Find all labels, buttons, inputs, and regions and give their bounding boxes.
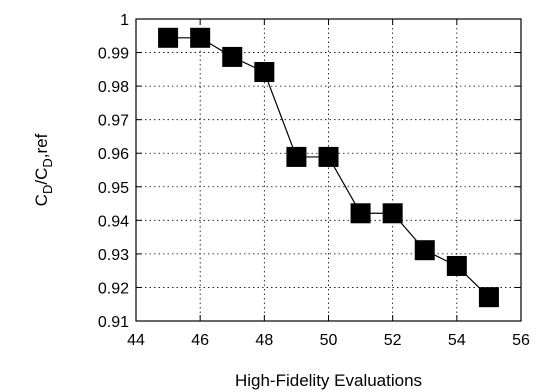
y-tick-label: 0.97 — [98, 113, 129, 130]
y-label-sub1: D — [40, 185, 55, 194]
y-label-sub2: D — [40, 158, 55, 167]
x-tick-label: 44 — [127, 332, 145, 349]
y-tick-label: 0.92 — [98, 280, 129, 297]
data-series — [158, 27, 499, 308]
x-tick-label: 52 — [384, 332, 402, 349]
tick-labels: 44 46 48 50 52 54 56 0.91 0.92 0.93 0.94 0.95 0.96 0.… — [98, 12, 530, 349]
y-label-mid: /C — [32, 168, 51, 185]
y-axis-label: CD/CD,ref — [32, 133, 55, 206]
data-point — [478, 287, 499, 308]
y-tick-label: 1 — [120, 12, 129, 29]
y-tick-label: 0.94 — [98, 213, 129, 230]
data-point — [446, 255, 467, 276]
x-tick-label: 54 — [448, 332, 466, 349]
y-tick-label: 0.99 — [98, 46, 129, 63]
y-tick-label: 0.96 — [98, 146, 129, 163]
y-label-c1: C — [32, 194, 51, 206]
x-tick-label: 46 — [191, 332, 209, 349]
x-tick-label: 48 — [255, 332, 273, 349]
data-point — [254, 62, 275, 83]
x-axis-label: High-Fidelity Evaluations — [235, 371, 422, 390]
data-point — [158, 27, 179, 48]
x-tick-label: 50 — [320, 332, 338, 349]
data-point — [382, 203, 403, 224]
data-point — [414, 240, 435, 261]
tick-marks — [135, 18, 522, 322]
data-point — [222, 46, 243, 67]
x-tick-label: 56 — [512, 332, 530, 349]
grid-lines — [136, 19, 521, 321]
y-tick-label: 0.93 — [98, 247, 129, 264]
y-tick-label: 0.95 — [98, 180, 129, 197]
data-point — [286, 146, 307, 167]
y-tick-label: 0.98 — [98, 79, 129, 96]
data-point — [190, 27, 211, 48]
data-point — [350, 203, 371, 224]
data-point — [318, 146, 339, 167]
y-tick-label: 0.91 — [98, 314, 129, 331]
y-label-tail: ,ref — [32, 133, 51, 158]
